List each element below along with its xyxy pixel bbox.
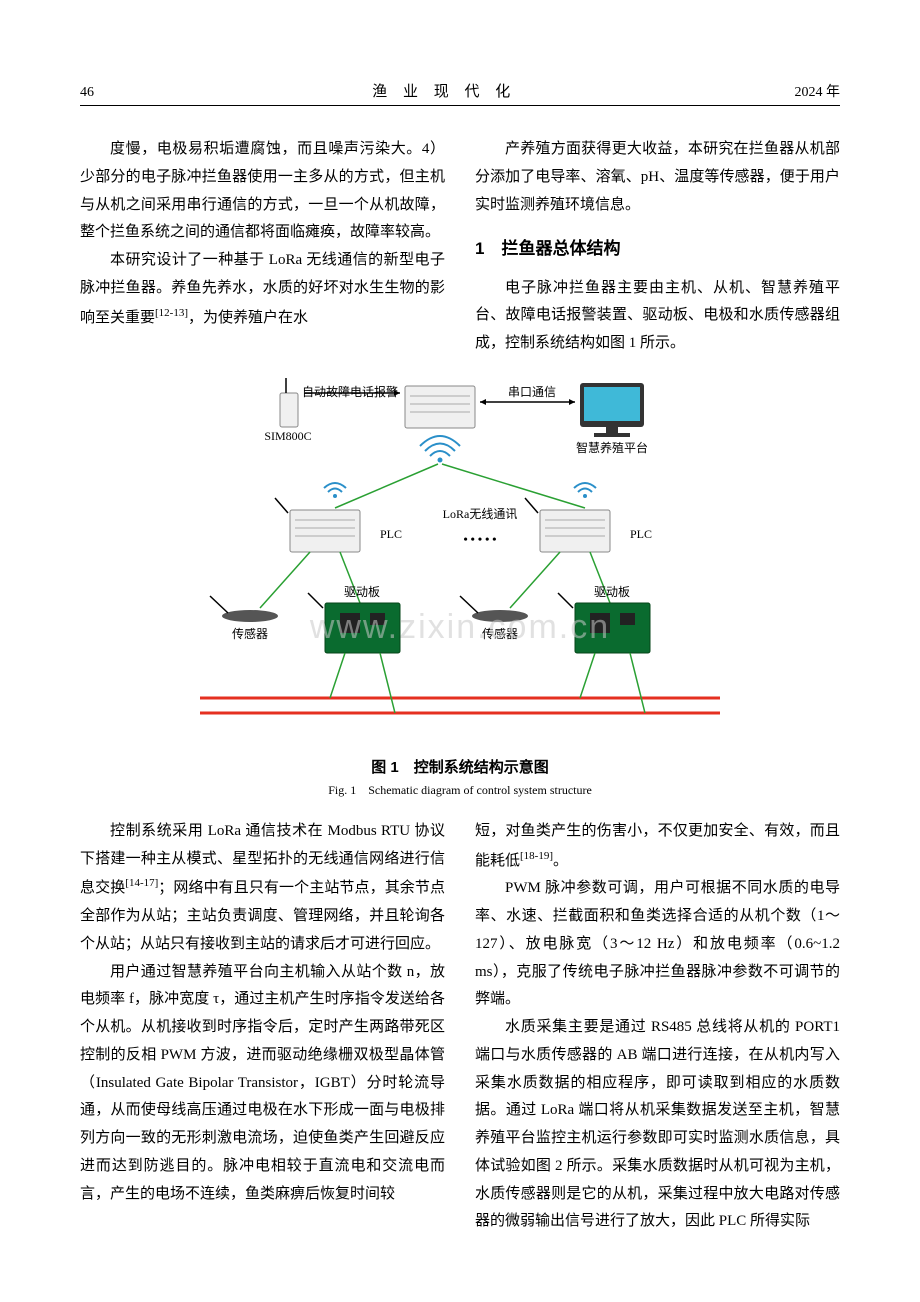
- wifi-icon: [324, 483, 346, 498]
- label-plc: PLC: [380, 527, 402, 541]
- para: 控制系统采用 LoRa 通信技术在 Modbus RTU 协议下搭建一种主从模式…: [80, 818, 445, 959]
- lower-left-col: 控制系统采用 LoRa 通信技术在 Modbus RTU 协议下搭建一种主从模式…: [80, 818, 445, 1236]
- para: 度慢，电极易积垢遭腐蚀，而且噪声污染大。4）少部分的电子脉冲拦鱼器使用一主多从的…: [80, 136, 445, 247]
- lower-right-col: 短，对鱼类产生的伤害小，不仅更加安全、有效，而且能耗低[18-19]。 PWM …: [475, 818, 840, 1236]
- label-drv: 驱动板: [344, 585, 380, 599]
- label-platform: 智慧养殖平台: [576, 440, 648, 455]
- page-header: 46 渔 业 现 代 化 2024 年: [80, 80, 840, 106]
- citation: [14-17]: [125, 877, 158, 889]
- lower-columns: 控制系统采用 LoRa 通信技术在 Modbus RTU 协议下搭建一种主从模式…: [80, 818, 840, 1236]
- year: 2024 年: [794, 81, 840, 101]
- label-serial: 串口通信: [508, 385, 556, 399]
- label-drv: 驱动板: [594, 585, 630, 599]
- system-diagram: 自动故障电话报警 SIM800C 串口通信 智慧养殖平台 LoRa无线通讯 • …: [180, 378, 740, 748]
- para: 水质采集主要是通过 RS485 总线将从机的 PORT1 端口与水质传感器的 A…: [475, 1014, 840, 1236]
- label-alarm: 自动故障电话报警: [302, 384, 398, 399]
- label-sim: SIM800C: [264, 429, 311, 443]
- para: 产养殖方面获得更大收益，本研究在拦鱼器从机部分添加了电导率、溶氧、pH、温度等传…: [475, 136, 840, 219]
- upper-columns: 度慢，电极易积垢遭腐蚀，而且噪声污染大。4）少部分的电子脉冲拦鱼器使用一主多从的…: [80, 136, 840, 358]
- section-heading: 1 拦鱼器总体结构: [475, 233, 840, 264]
- para: 短，对鱼类产生的伤害小，不仅更加安全、有效，而且能耗低[18-19]。: [475, 818, 840, 876]
- label-plc: PLC: [630, 527, 652, 541]
- upper-right-col: 产养殖方面获得更大收益，本研究在拦鱼器从机部分添加了电导率、溶氧、pH、温度等传…: [475, 136, 840, 358]
- watermark: www.zixin.com.cn: [309, 608, 610, 646]
- upper-left-col: 度慢，电极易积垢遭腐蚀，而且噪声污染大。4）少部分的电子脉冲拦鱼器使用一主多从的…: [80, 136, 445, 358]
- para: 本研究设计了一种基于 LoRa 无线通信的新型电子脉冲拦鱼器。养鱼先养水，水质的…: [80, 247, 445, 332]
- label-dots: • • • • •: [463, 532, 496, 546]
- figure-1: 自动故障电话报警 SIM800C 串口通信 智慧养殖平台 LoRa无线通讯 • …: [80, 378, 840, 798]
- para: 电子脉冲拦鱼器主要由主机、从机、智慧养殖平台、故障电话报警装置、驱动板、电极和水…: [475, 275, 840, 358]
- citation: [18-19]: [520, 850, 553, 862]
- citation: [12-13]: [155, 307, 188, 319]
- wifi-icon: [574, 483, 596, 498]
- label-lora: LoRa无线通讯: [443, 507, 518, 521]
- page-number: 46: [80, 85, 94, 101]
- para: 用户通过智慧养殖平台向主机输入从站个数 n，放电频率 f，脉冲宽度 τ，通过主机…: [80, 959, 445, 1209]
- label-sensor: 传感器: [232, 626, 268, 641]
- para: PWM 脉冲参数可调，用户可根据不同水质的电导率、水速、拦截面积和鱼类选择合适的…: [475, 875, 840, 1014]
- journal-title: 渔 业 现 代 化: [372, 80, 516, 101]
- figure-caption-cn: 图 1 控制系统结构示意图: [80, 756, 840, 777]
- figure-caption-en: Fig. 1 Schematic diagram of control syst…: [80, 781, 840, 798]
- wifi-icon: [420, 436, 460, 463]
